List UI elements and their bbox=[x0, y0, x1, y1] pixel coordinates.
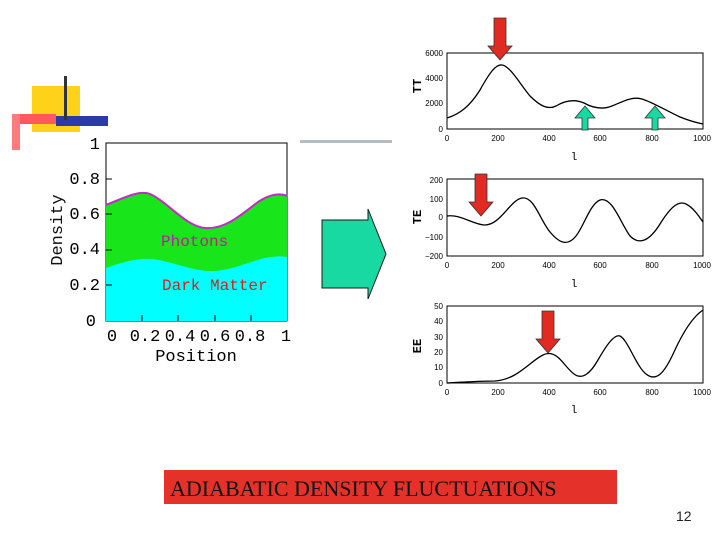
tt-green-arrow-2-icon bbox=[644, 105, 666, 131]
density-ytick: 1 bbox=[90, 136, 100, 155]
ee-xtick: 200 bbox=[491, 388, 505, 397]
density-xtick: 0.4 bbox=[165, 328, 196, 347]
tt-ytick: 2000 bbox=[425, 99, 443, 108]
ee-spectrum: EE 50 40 30 20 10 0 0 200 400 600 800 10… bbox=[411, 302, 711, 417]
te-ytick: 100 bbox=[430, 195, 444, 204]
tt-ytick: 4000 bbox=[425, 74, 443, 83]
te-red-arrow-icon bbox=[468, 173, 494, 217]
te-xtick: 400 bbox=[542, 261, 556, 270]
tt-xtick: 800 bbox=[645, 134, 659, 143]
te-ytick: 0 bbox=[439, 213, 444, 222]
ee-xtick: 0 bbox=[445, 388, 450, 397]
te-xtick: 600 bbox=[593, 261, 607, 270]
te-xtick: 800 bbox=[645, 261, 659, 270]
te-spectrum: TE 200 100 0 −100 −200 0 200 400 600 800… bbox=[411, 176, 711, 291]
te-ytick: −100 bbox=[425, 233, 444, 242]
te-xtick: 1000 bbox=[693, 261, 711, 270]
density-xtick: 0.2 bbox=[130, 328, 161, 347]
tt-green-arrow-1-icon bbox=[574, 105, 596, 131]
ee-ytick: 50 bbox=[434, 302, 443, 311]
tt-xtick: 200 bbox=[491, 134, 505, 143]
photons-label: Photons bbox=[161, 233, 228, 251]
tt-ylabel: TT bbox=[411, 79, 425, 93]
connector-line bbox=[300, 140, 392, 143]
tt-ytick: 6000 bbox=[425, 49, 443, 58]
decor-red-bar bbox=[12, 114, 56, 124]
ee-ytick: 30 bbox=[434, 333, 443, 342]
transition-arrow-icon bbox=[321, 208, 387, 300]
tt-xtick: 400 bbox=[542, 134, 556, 143]
ee-xtick: 600 bbox=[593, 388, 607, 397]
ee-frame bbox=[446, 305, 704, 384]
tt-spectrum: TT 6000 4000 2000 0 0 200 400 600 800 10… bbox=[411, 49, 711, 164]
ee-xlabel: l bbox=[571, 405, 578, 417]
tt-xtick: 0 bbox=[445, 134, 450, 143]
density-xtick: 0.6 bbox=[200, 328, 231, 347]
ee-ytick: 40 bbox=[434, 317, 443, 326]
density-xlabel: Position bbox=[155, 348, 237, 367]
ee-xtick: 400 bbox=[542, 388, 556, 397]
density-xtick: 1 bbox=[281, 328, 291, 347]
ee-red-arrow-icon bbox=[535, 310, 561, 354]
decor-dark-line bbox=[64, 76, 67, 120]
te-xlabel: l bbox=[571, 279, 578, 291]
density-xtick: 0 bbox=[107, 328, 117, 347]
te-ytick: −200 bbox=[425, 252, 444, 261]
tt-ytick: 0 bbox=[439, 125, 444, 134]
ee-ytick: 20 bbox=[434, 348, 443, 357]
photons-edge bbox=[105, 191, 288, 230]
density-plot: Density 1 0.8 0.6 0.4 0.2 0 0 0.2 0.4 0.… bbox=[49, 136, 291, 367]
ee-curve bbox=[446, 309, 704, 384]
tt-curve bbox=[446, 64, 704, 125]
density-ytick: 0 bbox=[86, 313, 96, 332]
te-frame bbox=[446, 178, 704, 257]
density-ytick: 0.8 bbox=[69, 171, 100, 190]
tt-xtick: 1000 bbox=[693, 134, 711, 143]
te-ytick: 200 bbox=[430, 176, 444, 185]
ee-ylabel: EE bbox=[411, 339, 425, 353]
density-ytick: 0.2 bbox=[69, 277, 100, 296]
ee-xtick: 1000 bbox=[693, 388, 711, 397]
decor-red-vertical bbox=[12, 114, 20, 150]
dark-matter-area bbox=[106, 256, 287, 321]
ee-ytick: 10 bbox=[434, 363, 443, 372]
ee-ytick: 0 bbox=[439, 379, 444, 388]
te-xtick: 200 bbox=[491, 261, 505, 270]
density-ticks bbox=[106, 178, 252, 321]
density-ytick: 0.6 bbox=[69, 206, 100, 225]
page-number: 12 bbox=[676, 508, 692, 524]
density-ylabel: Density bbox=[49, 194, 68, 265]
te-ylabel: TE bbox=[411, 210, 425, 224]
density-xtick: 0.8 bbox=[235, 328, 266, 347]
density-ytick: 0.4 bbox=[69, 241, 100, 260]
title-banner-text: ADIABATIC DENSITY FLUCTUATIONS bbox=[170, 476, 557, 501]
tt-xtick: 600 bbox=[593, 134, 607, 143]
tt-peak-red-arrow-icon bbox=[487, 17, 513, 61]
ee-xtick: 800 bbox=[645, 388, 659, 397]
tt-xlabel: l bbox=[571, 152, 578, 164]
te-xtick: 0 bbox=[445, 261, 450, 270]
decor-blue-bar bbox=[56, 116, 108, 126]
te-curve bbox=[446, 197, 704, 243]
title-banner bbox=[164, 470, 617, 504]
dark-matter-label: Dark Matter bbox=[162, 277, 268, 295]
